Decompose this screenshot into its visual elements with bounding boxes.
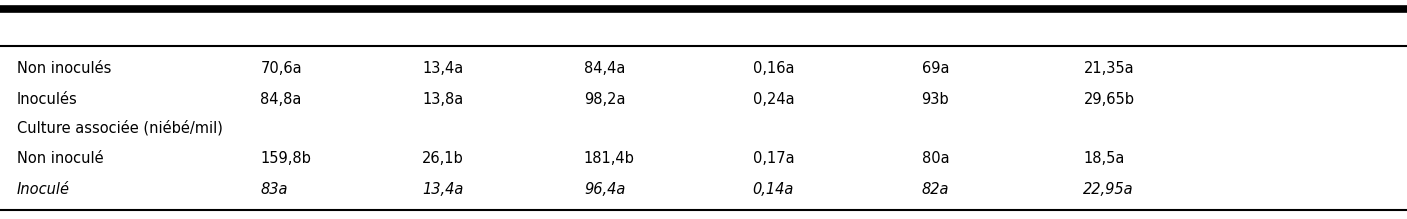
Text: 26,1b: 26,1b [422, 151, 464, 166]
Text: 181,4b: 181,4b [584, 151, 635, 166]
Text: Inoculés: Inoculés [17, 92, 77, 107]
Text: 93b: 93b [922, 92, 950, 107]
Text: 29,65b: 29,65b [1083, 92, 1134, 107]
Text: 0,16a: 0,16a [753, 62, 794, 76]
Text: Culture associée (niébé/mil): Culture associée (niébé/mil) [17, 120, 222, 136]
Text: 159,8b: 159,8b [260, 151, 311, 166]
Text: 82a: 82a [922, 182, 950, 197]
Text: 21,35a: 21,35a [1083, 62, 1134, 76]
Text: Inoculé: Inoculé [17, 182, 70, 197]
Text: 13,4a: 13,4a [422, 62, 463, 76]
Text: 0,24a: 0,24a [753, 92, 795, 107]
Text: 22,95a: 22,95a [1083, 182, 1134, 197]
Text: 70,6a: 70,6a [260, 62, 303, 76]
Text: 96,4a: 96,4a [584, 182, 625, 197]
Text: 13,4a: 13,4a [422, 182, 463, 197]
Text: 0,17a: 0,17a [753, 151, 795, 166]
Text: 83a: 83a [260, 182, 288, 197]
Text: Non inoculé: Non inoculé [17, 151, 104, 166]
Text: 80a: 80a [922, 151, 950, 166]
Text: 13,8a: 13,8a [422, 92, 463, 107]
Text: 98,2a: 98,2a [584, 92, 625, 107]
Text: 0,14a: 0,14a [753, 182, 794, 197]
Text: Non inoculés: Non inoculés [17, 62, 111, 76]
Text: 69a: 69a [922, 62, 950, 76]
Text: 84,4a: 84,4a [584, 62, 625, 76]
Text: 84,8a: 84,8a [260, 92, 301, 107]
Text: 18,5a: 18,5a [1083, 151, 1124, 166]
